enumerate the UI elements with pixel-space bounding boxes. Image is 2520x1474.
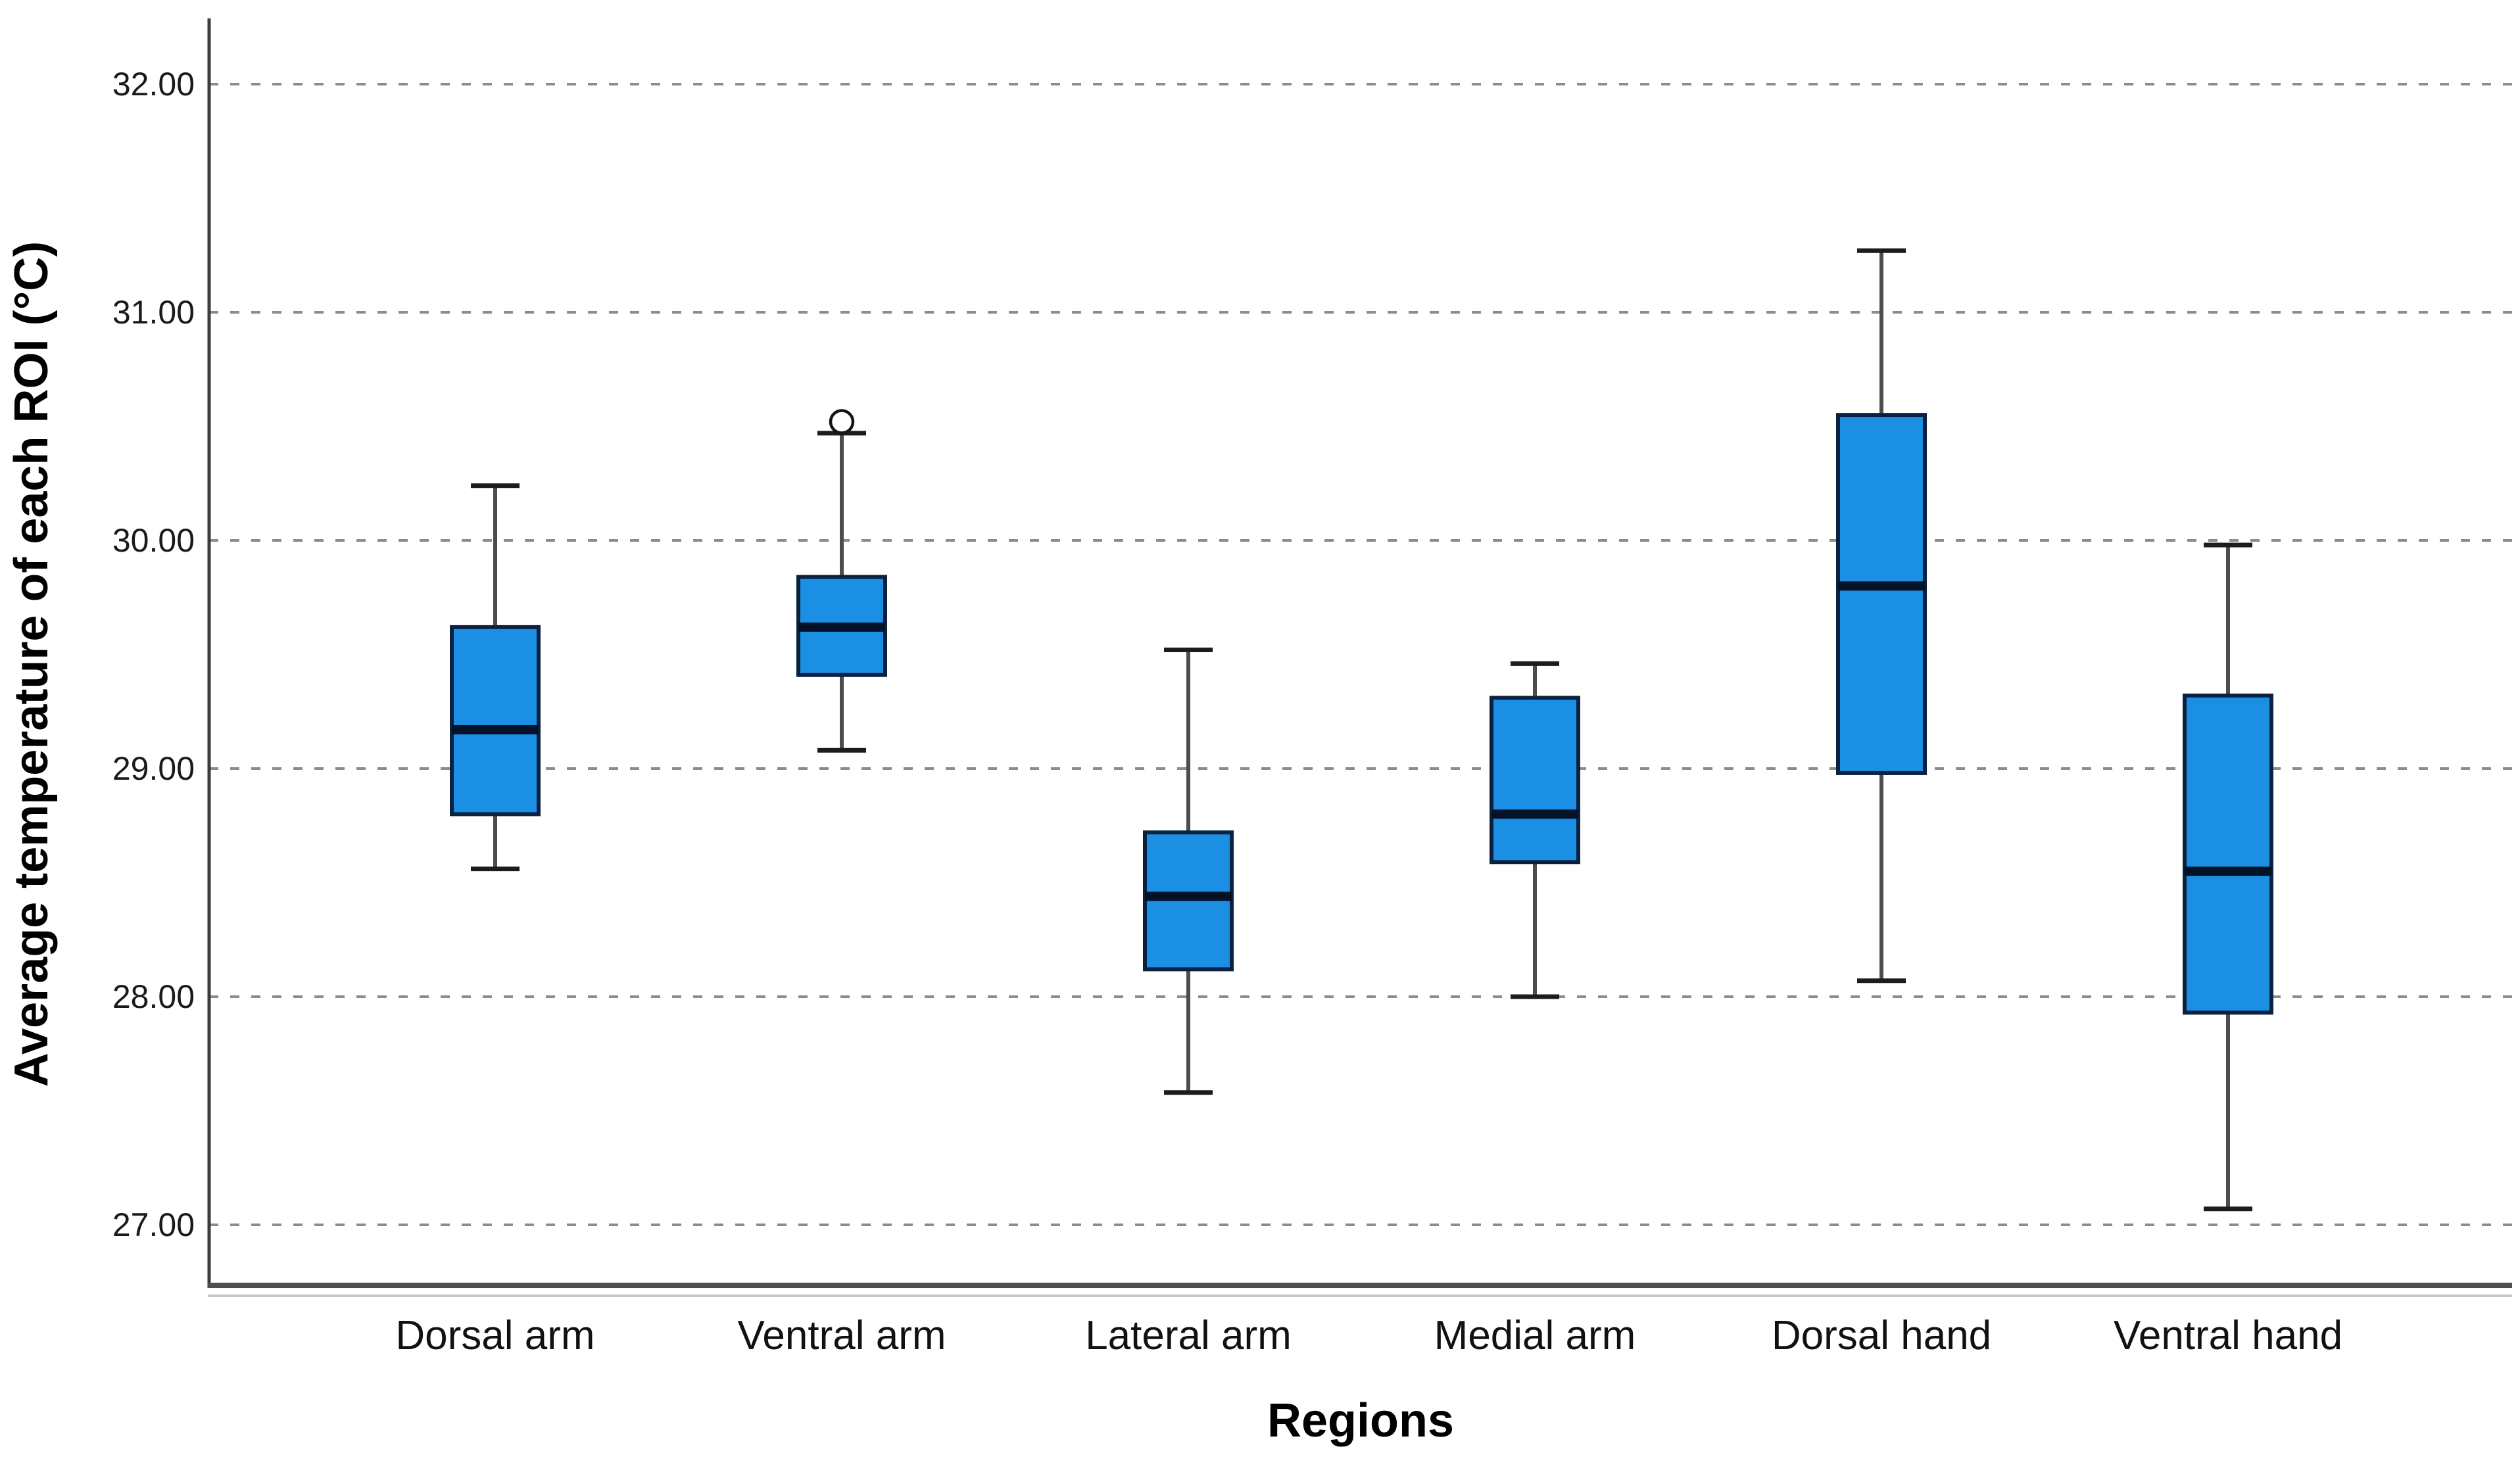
boxplot-lateral-arm — [1143, 648, 1234, 1095]
iqr-box — [2183, 693, 2273, 1015]
x-category-label: Ventral hand — [2114, 1313, 2342, 1358]
gridlines — [209, 83, 2512, 1226]
x-axis-title: Regions — [1267, 1394, 1454, 1447]
x-category-labels: Dorsal arm Ventral arm Lateral arm Medial a… — [395, 1313, 2342, 1358]
axes — [207, 18, 2512, 1297]
x-category-label: Ventral arm — [737, 1313, 946, 1358]
iqr-box — [450, 625, 541, 817]
y-tick-label: 29.00 — [112, 750, 195, 787]
y-tick-label: 31.00 — [112, 294, 195, 331]
boxplot-ventral-arm — [796, 409, 887, 753]
y-axis-title: Average temperature of each ROI (°C) — [5, 241, 58, 1087]
boxplot-medial-arm — [1490, 661, 1580, 999]
x-category-label: Medial arm — [1434, 1313, 1636, 1358]
iqr-box — [1836, 413, 1927, 775]
x-category-label: Dorsal arm — [395, 1313, 594, 1358]
x-category-label: Dorsal hand — [1772, 1313, 1991, 1358]
y-tick-labels: 32.00 31.00 30.00 29.00 28.00 27.00 — [112, 66, 195, 1243]
boxplot-dorsal-hand — [1836, 248, 1927, 984]
boxplots — [450, 248, 2273, 1212]
x-category-label: Lateral arm — [1085, 1313, 1292, 1358]
y-tick-label: 28.00 — [112, 978, 195, 1015]
boxplot-dorsal-arm — [450, 483, 541, 872]
y-tick-label: 30.00 — [112, 522, 195, 559]
y-tick-label: 27.00 — [112, 1206, 195, 1243]
y-tick-label: 32.00 — [112, 66, 195, 103]
iqr-box — [1490, 696, 1580, 865]
outlier-point — [829, 409, 855, 435]
boxplot-ventral-hand — [2183, 542, 2273, 1212]
